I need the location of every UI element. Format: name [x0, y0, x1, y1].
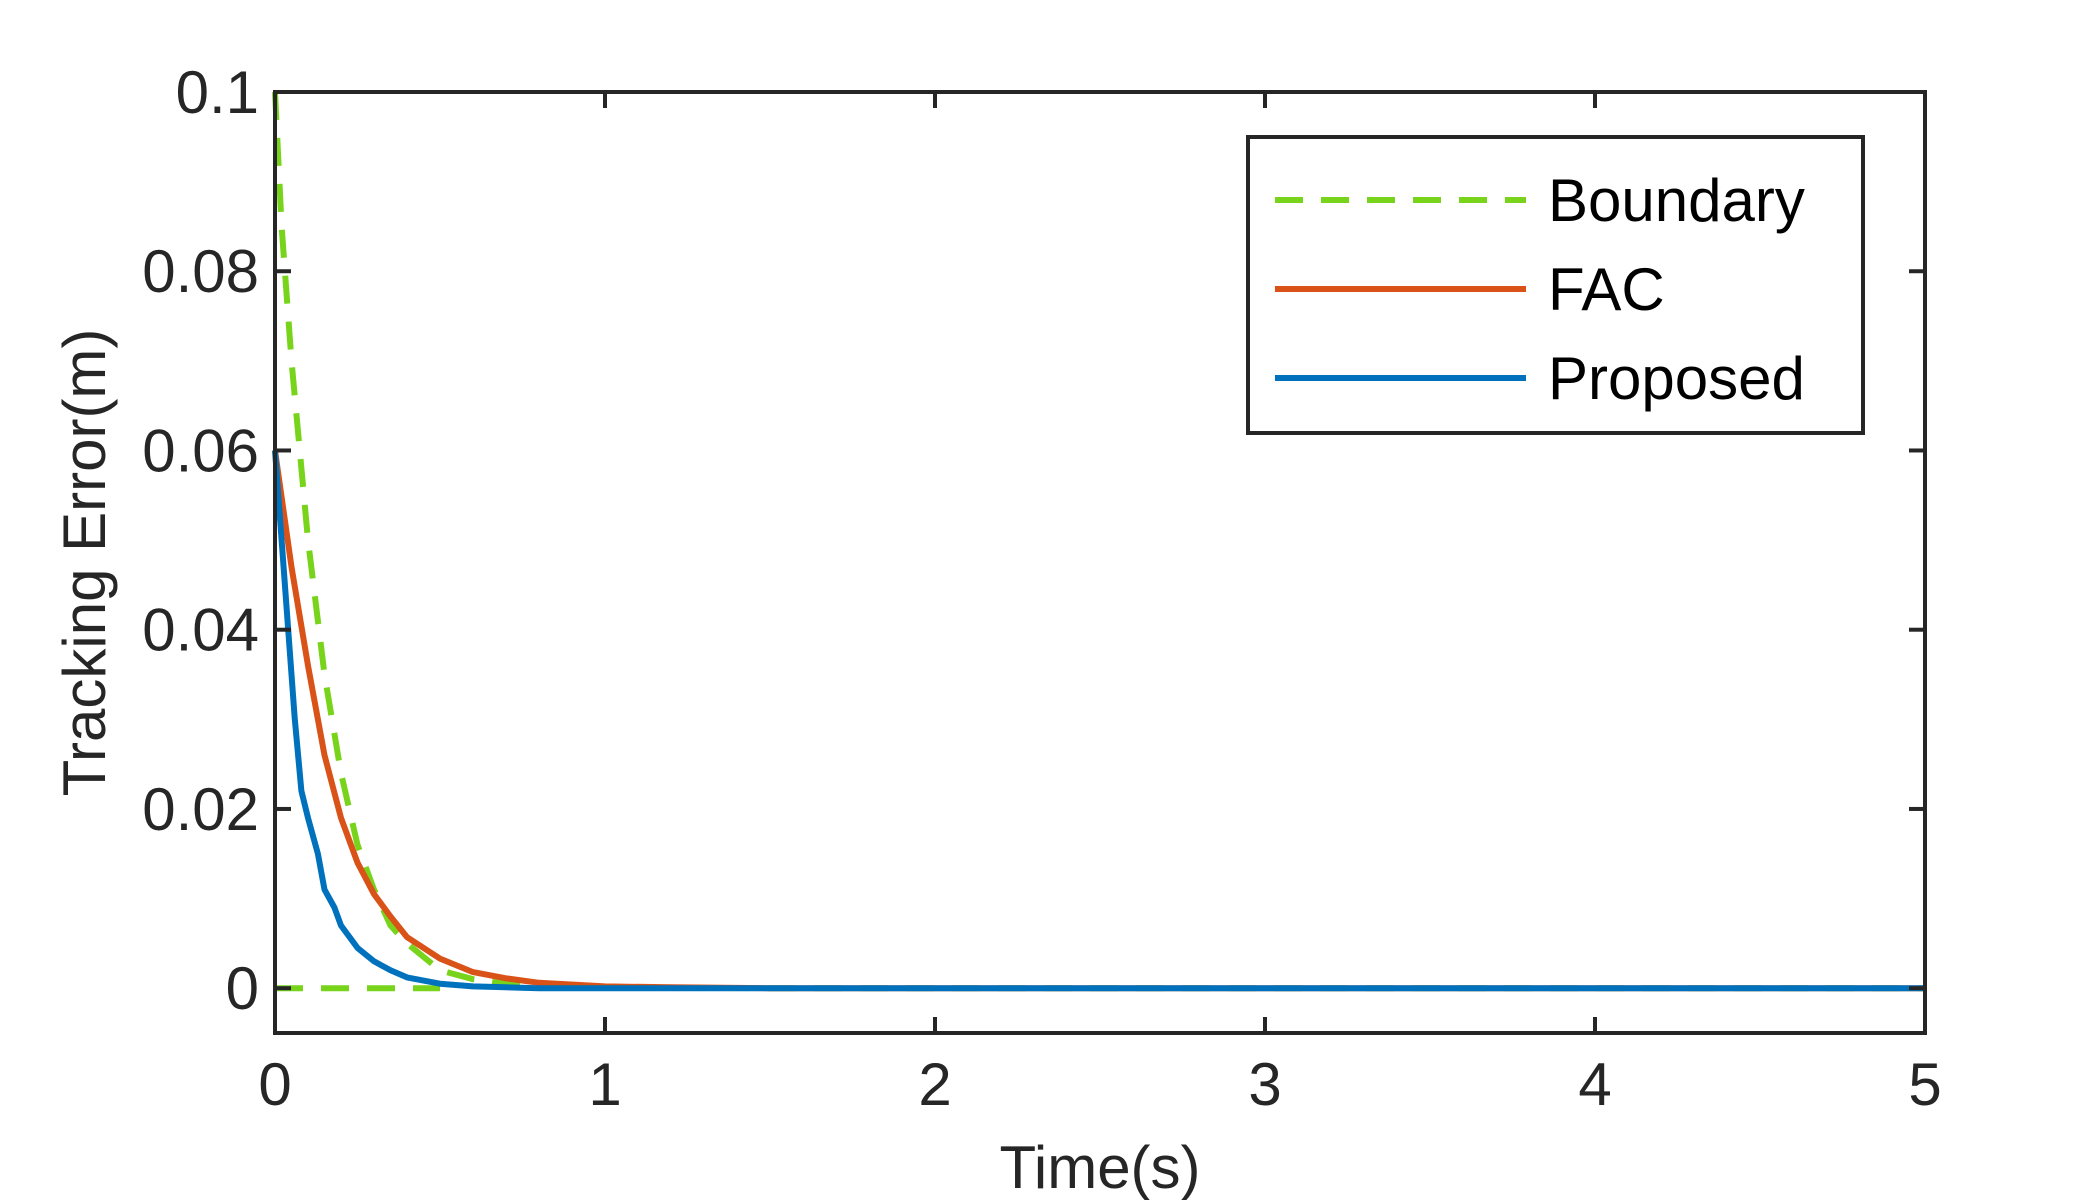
plot-frame: [273, 90, 1927, 1035]
series-layer: [272, 91, 1925, 992]
y-tick-label: 0.02: [142, 776, 259, 843]
x-tick-label: 5: [1908, 1051, 1941, 1118]
y-axis-title: Tracking Error(m): [51, 329, 118, 797]
x-tick-label: 0: [258, 1051, 291, 1118]
legend-label-proposed: Proposed: [1548, 345, 1805, 412]
x-tick-label: 2: [918, 1051, 951, 1118]
y-tick-label: 0.08: [142, 238, 259, 305]
legend-label-fac: FAC: [1548, 256, 1665, 323]
y-tick-label: 0.1: [176, 59, 259, 126]
x-axis-title: Time(s): [999, 1134, 1200, 1200]
x-tick-label: 3: [1248, 1051, 1281, 1118]
tick-layer: 0 1 2 3 4 5 0 0.02 0.04 0.06 0.08 0.1: [142, 59, 1941, 1118]
series-line-proposed: [272, 450, 1925, 992]
y-tick-label: 0: [226, 955, 259, 1022]
legend: Boundary FAC Proposed: [1246, 135, 1865, 435]
y-tick-label: 0.06: [142, 417, 259, 484]
x-tick-label: 1: [588, 1051, 621, 1118]
legend-box: [1246, 135, 1865, 435]
legend-label-boundary: Boundary: [1548, 167, 1805, 234]
y-tick-label: 0.04: [142, 597, 259, 664]
x-tick-label: 4: [1578, 1051, 1611, 1118]
